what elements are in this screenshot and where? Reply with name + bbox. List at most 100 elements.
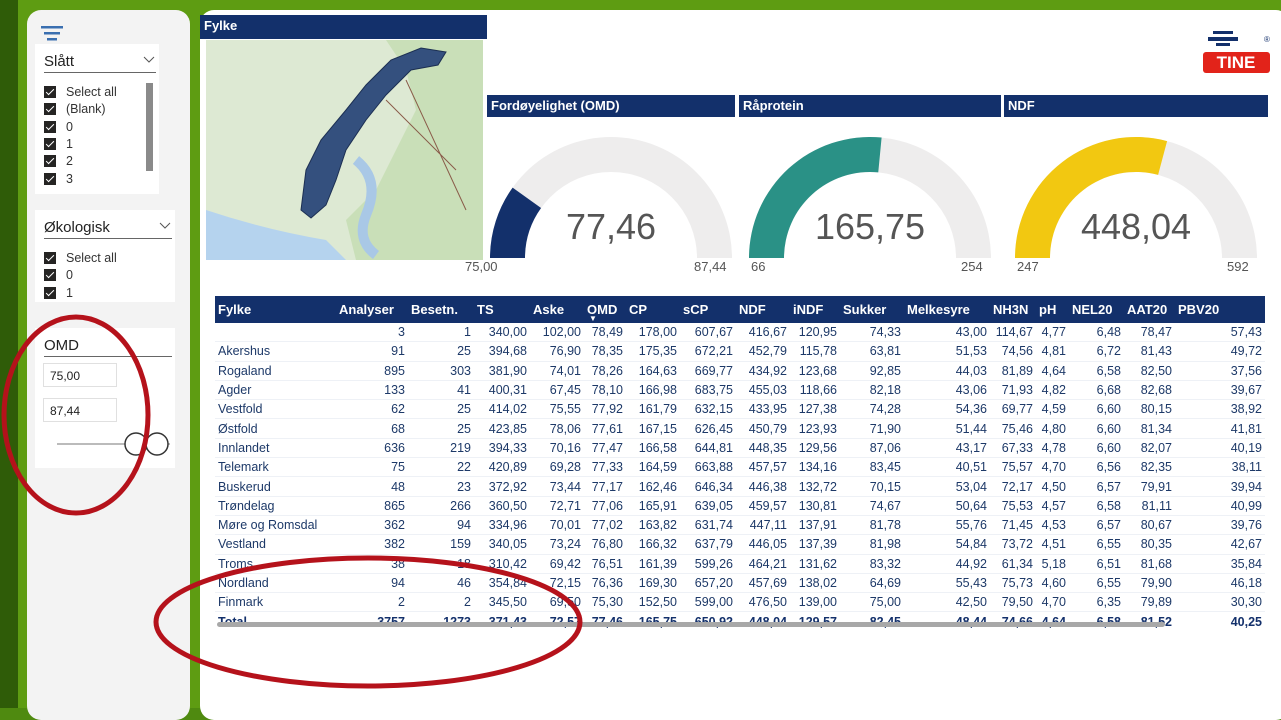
- table-cell: 6,60: [1069, 419, 1124, 438]
- table-cell: 67,45: [530, 380, 584, 399]
- table-cell: 423,85: [474, 419, 530, 438]
- table-cell: 310,42: [474, 554, 530, 573]
- table-cell: 4,53: [1036, 515, 1069, 534]
- map[interactable]: [206, 40, 483, 260]
- column-header[interactable]: Besetn.: [408, 296, 474, 323]
- column-header[interactable]: NDF: [736, 296, 790, 323]
- table-cell: 115,78: [790, 342, 840, 361]
- table-cell: 41,81: [1175, 419, 1265, 438]
- table-cell: Nordland: [215, 573, 336, 592]
- column-header[interactable]: Fylke: [215, 296, 336, 323]
- column-header[interactable]: Analyser: [336, 296, 408, 323]
- table-body: 31340,00102,0078,49178,00607,67416,67120…: [215, 323, 1265, 631]
- table-cell: 74,33: [840, 323, 904, 342]
- table-cell: 82,07: [1124, 438, 1175, 457]
- gauge-title: NDF: [1004, 95, 1268, 117]
- column-header[interactable]: pH: [1036, 296, 1069, 323]
- table-cell: 38,92: [1175, 400, 1265, 419]
- table-cell: 434,92: [736, 361, 790, 380]
- table-cell: 123,68: [790, 361, 840, 380]
- column-header[interactable]: Aske: [530, 296, 584, 323]
- table-cell: 382: [336, 535, 408, 554]
- table-cell: 40,51: [904, 458, 990, 477]
- table-cell: 132,72: [790, 477, 840, 496]
- column-header[interactable]: CP: [626, 296, 680, 323]
- table-cell: 6,60: [1069, 438, 1124, 457]
- gauge-min: 75,00: [465, 259, 498, 274]
- slicer-item[interactable]: 0: [44, 267, 73, 283]
- table-cell: 169,30: [626, 573, 680, 592]
- table-cell: 55,76: [904, 515, 990, 534]
- gauge-min: 247: [1017, 259, 1039, 274]
- table-cell: [215, 323, 336, 342]
- table-cell: 76,36: [584, 573, 626, 592]
- table-cell: 82,18: [840, 380, 904, 399]
- column-header[interactable]: OMD▼: [584, 296, 626, 323]
- table-cell: 80,67: [1124, 515, 1175, 534]
- column-header[interactable]: Melkesyre: [904, 296, 990, 323]
- page: SlåttSelect all(Blank)0123 ØkologiskSele…: [0, 0, 1281, 708]
- table-cell: 78,35: [584, 342, 626, 361]
- table-cell: 76,90: [530, 342, 584, 361]
- table-cell: 599,00: [680, 593, 736, 612]
- slicer-item[interactable]: (Blank): [44, 101, 106, 117]
- table-cell: 163,82: [626, 515, 680, 534]
- menu-icon[interactable]: [41, 24, 65, 44]
- column-header[interactable]: Sukker: [840, 296, 904, 323]
- table-cell: 77,92: [584, 400, 626, 419]
- column-header[interactable]: TS: [474, 296, 530, 323]
- table-cell: 38: [336, 554, 408, 573]
- table-cell: 81,68: [1124, 554, 1175, 573]
- table-cell: 137,91: [790, 515, 840, 534]
- table-cell: 81,89: [990, 361, 1036, 380]
- table-cell: 39,94: [1175, 477, 1265, 496]
- max-input[interactable]: 87,44: [43, 398, 117, 422]
- table-cell: 895: [336, 361, 408, 380]
- checkbox: [44, 173, 56, 185]
- column-header[interactable]: AAT20: [1124, 296, 1175, 323]
- table-cell: 75,00: [840, 593, 904, 612]
- table-cell: 452,79: [736, 342, 790, 361]
- slicer-item[interactable]: Select all: [44, 84, 117, 100]
- slicer-item[interactable]: Select all: [44, 250, 117, 266]
- scrollbar[interactable]: [217, 622, 1165, 627]
- column-header[interactable]: PBV20: [1175, 296, 1265, 323]
- slicer-underline: [44, 356, 172, 357]
- table-cell: 77,02: [584, 515, 626, 534]
- table-cell: 354,84: [474, 573, 530, 592]
- table-cell: 607,67: [680, 323, 736, 342]
- dropdown-chevron[interactable]: [143, 56, 155, 64]
- checkbox: [44, 103, 56, 115]
- slicer-item[interactable]: 2: [44, 153, 73, 169]
- table-cell: 394,68: [474, 342, 530, 361]
- table-cell: 457,69: [736, 573, 790, 592]
- table-cell: 72,15: [530, 573, 584, 592]
- scrollbar: [146, 83, 153, 171]
- gauge-value: 448,04: [1036, 206, 1236, 248]
- slicer-item[interactable]: 1: [44, 285, 73, 301]
- sort-indicator: ▼: [589, 314, 597, 323]
- min-input[interactable]: 75,00: [43, 363, 117, 387]
- slicer-item[interactable]: 0: [44, 119, 73, 135]
- column-header[interactable]: NEL20: [1069, 296, 1124, 323]
- table-cell: 131,62: [790, 554, 840, 573]
- slicer-item[interactable]: 1: [44, 136, 73, 152]
- column-header[interactable]: NH3N: [990, 296, 1036, 323]
- checkbox: [44, 269, 56, 281]
- checkbox: [44, 86, 56, 98]
- table-cell: 4,60: [1036, 573, 1069, 592]
- range-slider[interactable]: [55, 428, 175, 462]
- table-cell: 51,53: [904, 342, 990, 361]
- table-cell: 75,30: [584, 593, 626, 612]
- table-cell: 162,46: [626, 477, 680, 496]
- column-header[interactable]: sCP: [680, 296, 736, 323]
- table-row: Møre og Romsdal36294334,9670,0177,02163,…: [215, 515, 1265, 534]
- table-cell: 4,57: [1036, 496, 1069, 515]
- table-cell: 446,38: [736, 477, 790, 496]
- table-cell: 134,16: [790, 458, 840, 477]
- column-header[interactable]: iNDF: [790, 296, 840, 323]
- dropdown-chevron[interactable]: [159, 222, 171, 230]
- item-label: 0: [66, 120, 73, 134]
- slicer-item[interactable]: 3: [44, 171, 73, 187]
